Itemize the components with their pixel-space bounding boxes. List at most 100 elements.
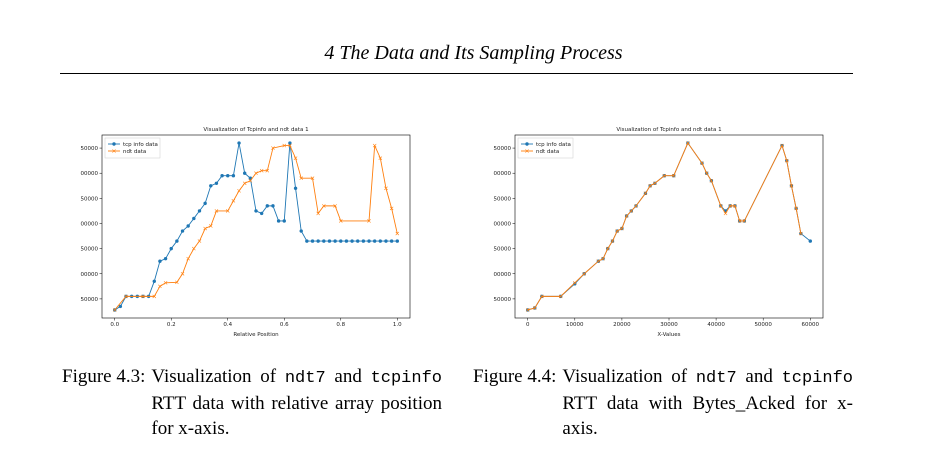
x-tick-label: 0.8 xyxy=(336,322,345,328)
caption-text: Visualization of ndt7 and tcpinfo RTT da… xyxy=(151,364,442,441)
caption-text: Visualization of ndt7 and tcpinfo RTT da… xyxy=(562,364,853,441)
data-point xyxy=(226,174,230,178)
caption-label: Figure 4.3: xyxy=(62,366,146,387)
legend-box xyxy=(517,137,574,159)
caption-label: Figure 4.4: xyxy=(473,366,557,387)
y-tick-label: 200000 xyxy=(80,221,98,227)
data-point xyxy=(141,294,145,299)
data-point xyxy=(629,209,634,213)
caption-code: tcpinfo xyxy=(370,369,442,388)
data-point xyxy=(231,174,236,178)
data-point xyxy=(384,186,388,191)
data-point xyxy=(558,294,563,299)
data-point xyxy=(525,308,530,312)
data-point xyxy=(276,219,281,223)
chart-title: Visualization of Tcpinfo and ndt data 1 xyxy=(616,127,721,133)
data-point xyxy=(610,239,615,243)
data-point xyxy=(709,178,714,183)
data-point xyxy=(180,229,185,233)
y-tick-label: 150000 xyxy=(80,247,98,253)
chart-title: Visualization of Tcpinfo and ndt data 1 xyxy=(203,127,308,133)
x-tick-label: 0.0 xyxy=(110,322,119,328)
data-point xyxy=(361,239,366,243)
data-point xyxy=(180,271,185,276)
legend-marker xyxy=(112,142,116,146)
y-tick-label: 150000 xyxy=(493,247,511,253)
data-point xyxy=(259,168,264,173)
data-point xyxy=(163,256,168,261)
data-point xyxy=(203,201,207,206)
data-point xyxy=(310,176,315,181)
data-point xyxy=(197,239,202,243)
y-tick-label: 50000 xyxy=(81,297,99,303)
data-point xyxy=(789,183,794,188)
data-point xyxy=(214,209,219,213)
data-point xyxy=(158,259,162,263)
data-point xyxy=(344,239,349,243)
data-point xyxy=(653,181,657,186)
data-point xyxy=(742,219,747,223)
data-point xyxy=(237,188,241,193)
y-tick-label: 250000 xyxy=(80,196,98,202)
data-point xyxy=(152,279,156,283)
data-point xyxy=(214,181,219,185)
caption-code: ndt7 xyxy=(284,369,326,388)
caption-part: RTT data with Bytes_Acked for x-axis. xyxy=(562,393,853,439)
data-point xyxy=(662,173,667,178)
data-point xyxy=(322,204,326,208)
data-point xyxy=(242,181,247,186)
data-point xyxy=(338,219,343,223)
data-point xyxy=(158,284,162,289)
data-point xyxy=(271,204,275,208)
data-point xyxy=(225,209,230,213)
data-point xyxy=(293,186,298,190)
data-point xyxy=(532,306,537,310)
data-point xyxy=(620,226,624,231)
plot-frame xyxy=(101,134,411,319)
x-tick-label: 20000 xyxy=(613,322,631,328)
data-point xyxy=(112,308,117,312)
data-point xyxy=(700,161,704,165)
data-point xyxy=(372,239,377,243)
x-tick-label: 30000 xyxy=(660,322,678,328)
x-tick-label: 50000 xyxy=(754,322,772,328)
x-tick-label: 60000 xyxy=(802,322,820,328)
data-point xyxy=(175,280,179,285)
legend-marker xyxy=(525,142,529,146)
chart: Visualization of Tcpinfo and ndt data 1 R… xyxy=(80,127,411,338)
data-point xyxy=(794,206,798,211)
data-point xyxy=(378,239,383,243)
y-tick-label: 200000 xyxy=(493,221,511,227)
caption-part: and xyxy=(325,366,371,387)
data-point xyxy=(186,224,190,228)
caption-part: and xyxy=(736,366,782,387)
data-point xyxy=(208,224,213,228)
data-point xyxy=(780,143,784,148)
y-tick-label: 300000 xyxy=(493,171,511,177)
data-point xyxy=(572,280,577,285)
x-tick-label: 0 xyxy=(526,322,530,328)
data-point xyxy=(175,239,179,243)
data-point xyxy=(310,239,315,243)
data-point xyxy=(718,204,723,208)
data-point xyxy=(648,183,652,188)
data-point xyxy=(305,239,309,243)
data-point xyxy=(322,239,326,243)
data-point xyxy=(288,143,292,148)
data-point xyxy=(367,219,371,223)
data-point xyxy=(378,156,383,160)
data-point xyxy=(237,141,241,145)
y-tick-label: 350000 xyxy=(493,146,511,152)
data-point xyxy=(395,239,399,243)
data-point xyxy=(242,171,247,175)
data-point xyxy=(601,256,605,261)
data-point xyxy=(169,246,173,251)
y-tick-label: 250000 xyxy=(493,196,511,202)
data-point xyxy=(203,226,207,231)
legend-label: tcp info data xyxy=(536,142,571,148)
data-point xyxy=(254,171,258,176)
data-point xyxy=(186,256,190,261)
y-tick-label: 100000 xyxy=(80,272,98,278)
data-point xyxy=(605,246,610,251)
data-point xyxy=(350,239,354,243)
